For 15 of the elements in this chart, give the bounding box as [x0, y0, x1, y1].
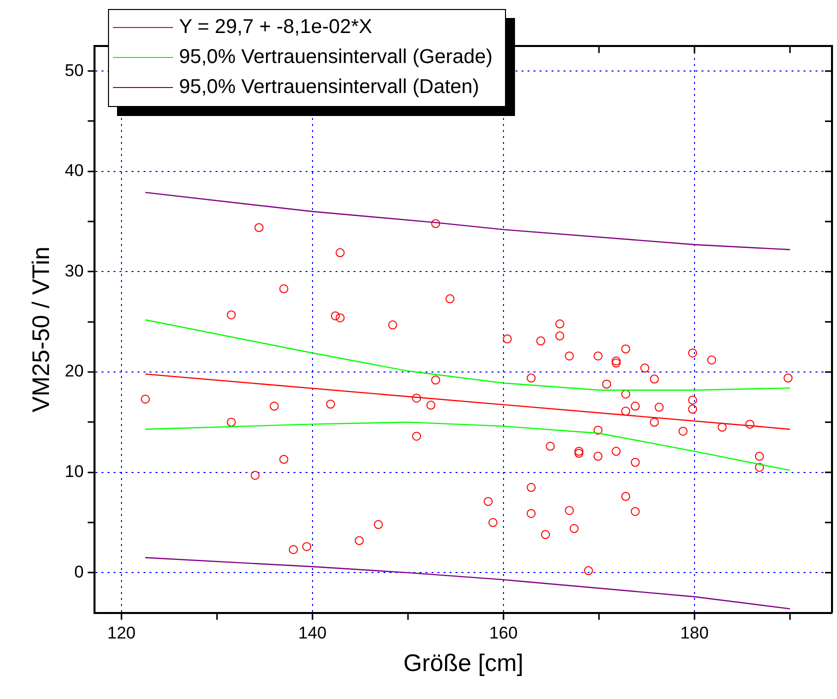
y-tick-label: 20: [64, 362, 84, 381]
y-tick-label: 50: [64, 60, 84, 80]
y-tick-label: 0: [74, 562, 84, 582]
y-tick-label: 40: [64, 161, 84, 180]
y-tick-label: 10: [64, 462, 84, 482]
x-tick-label: 140: [298, 624, 327, 643]
legend-label: 95,0% Vertrauensintervall (Gerade): [179, 46, 492, 68]
x-tick-label: 120: [107, 624, 136, 643]
y-tick-label: 30: [64, 261, 84, 280]
x-tick-label: 180: [680, 624, 709, 643]
x-tick-label: 160: [489, 624, 518, 643]
x-axis-title: Größe [cm]: [403, 650, 524, 678]
legend-label: 95,0% Vertrauensintervall (Daten): [179, 76, 480, 98]
y-axis-title: VM25-50 / VTin: [28, 246, 56, 412]
legend-label: Y = 29,7 + -8,1e-02*X: [179, 16, 372, 38]
